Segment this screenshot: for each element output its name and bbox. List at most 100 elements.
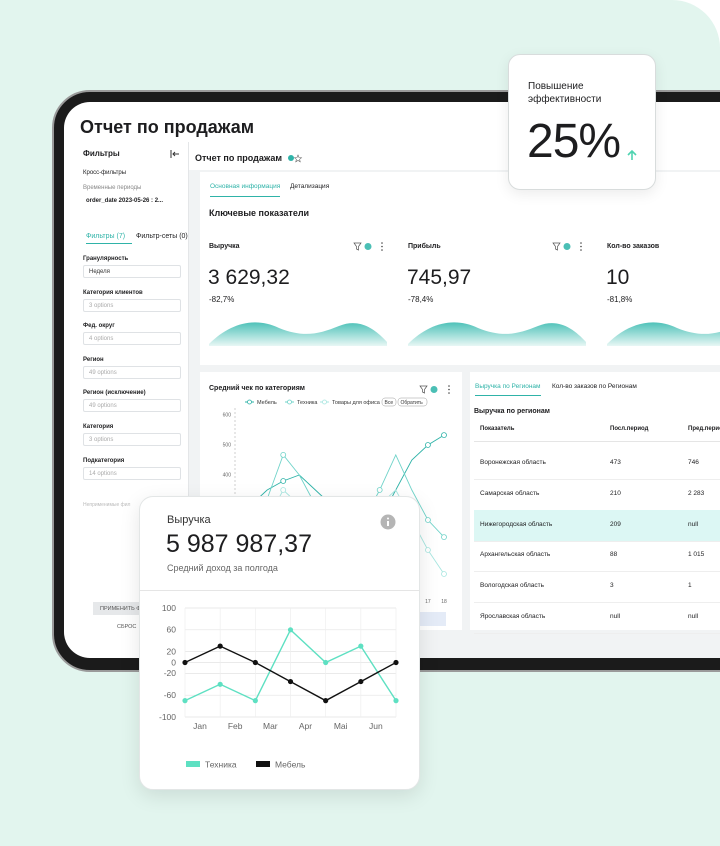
- verified-icon: [288, 155, 294, 161]
- legend-button: [397, 397, 428, 407]
- filter-select[interactable]: 4 options: [83, 332, 181, 345]
- table-cell: 1: [688, 582, 692, 590]
- kpi-label: Кол-во заказов: [607, 243, 660, 250]
- table-header: Показатель: [480, 426, 515, 432]
- legend-label: Техника: [297, 400, 318, 406]
- filter-select[interactable]: Неделя: [83, 265, 181, 278]
- table-cell: Вологодская область: [480, 582, 545, 590]
- kpi-icons: [353, 242, 383, 251]
- x-tick-label: Jun: [369, 721, 383, 731]
- revenue-title: Выручка: [167, 514, 211, 526]
- sparkline-area: [408, 322, 586, 346]
- apply-button[interactable]: ПРИМЕНИТЬ Ф: [93, 602, 153, 615]
- table-cell: 88: [610, 551, 618, 559]
- series-point: [425, 517, 431, 523]
- table-header-line: [474, 441, 720, 442]
- table-cell: Архангельская область: [480, 551, 551, 559]
- series-point: [252, 659, 258, 666]
- star-icon: [293, 154, 303, 163]
- series-point: [376, 487, 383, 493]
- date-filter[interactable]: order_date 2023-05-26 : 2...: [86, 198, 164, 204]
- sidebar-tab[interactable]: Фильтры (7): [86, 233, 132, 244]
- filter-icon: [552, 242, 561, 251]
- sparkline: [607, 322, 720, 346]
- table-cell: Самарская область: [480, 489, 540, 497]
- filter-select[interactable]: 14 options: [83, 467, 181, 480]
- kpi-change: -78,4%: [408, 295, 434, 304]
- table-row-line: [474, 540, 720, 542]
- revenue-legend: Техника Мебель: [186, 760, 306, 770]
- revenue-value: 5 987 987,37: [166, 530, 312, 558]
- filter-icon: [419, 385, 428, 394]
- table-cell: null: [688, 613, 699, 620]
- menu-dot: [381, 242, 383, 244]
- series-point: [287, 678, 294, 685]
- sidebar-tab[interactable]: Фильтр-сеты (0): [136, 233, 188, 240]
- info-icon: [430, 386, 438, 393]
- badge-value: 25%: [527, 115, 621, 168]
- reset-button[interactable]: СБРОС: [117, 624, 137, 630]
- card-divider: [140, 590, 419, 591]
- y-tick-label: -100: [159, 712, 176, 722]
- revenue-subtitle: Средний доход за полгода: [167, 563, 278, 573]
- y-tick-label: 20: [167, 646, 177, 656]
- menu-dot: [448, 385, 450, 387]
- filter-select[interactable]: 49 options: [83, 399, 181, 412]
- badge-card: [508, 54, 656, 190]
- table-header: Пред.период: [688, 426, 720, 432]
- info-dot: [387, 517, 389, 520]
- series-point: [217, 681, 223, 687]
- dashboard-tab[interactable]: Основная информация: [210, 183, 281, 197]
- table-cell: 2 283: [688, 489, 705, 497]
- series-point: [182, 659, 188, 666]
- section-title: Ключевые показатели: [209, 208, 310, 218]
- table-cell: 1 015: [688, 551, 705, 559]
- sidebar-divider: [188, 142, 189, 642]
- legend-marker: [247, 399, 252, 405]
- table-cell: 210: [610, 489, 621, 497]
- table-panel: [470, 372, 720, 630]
- x-tick-label: Mar: [263, 721, 278, 731]
- y-tick-label: 0: [171, 657, 176, 667]
- sparkline-area: [209, 322, 387, 346]
- kpi-value: 3 629,32: [208, 266, 290, 289]
- series-point: [441, 432, 447, 439]
- table-tab[interactable]: Кол-во заказов по Регионам: [552, 383, 637, 390]
- filter-select[interactable]: 3 options: [83, 299, 181, 312]
- x-tick-label: 17: [425, 599, 431, 605]
- chart-icons: [419, 385, 450, 394]
- inapplicable-filters: Неприменимые фил: [83, 502, 131, 508]
- table-row-highlight: [474, 509, 720, 541]
- series-point: [280, 478, 287, 484]
- time-periods: Временные периоды: [83, 185, 142, 191]
- table-cell: null: [610, 613, 621, 620]
- kpi-value: 745,97: [407, 266, 472, 289]
- y-tick-label: 100: [162, 603, 176, 613]
- legend-label: Техника: [205, 760, 237, 770]
- filter-label: Гранулярность: [83, 256, 129, 262]
- series-point: [182, 698, 188, 704]
- x-tick-label: Apr: [299, 721, 312, 731]
- filter-icon: [353, 242, 362, 251]
- series-point: [358, 643, 364, 649]
- filter-select[interactable]: 49 options: [83, 366, 181, 379]
- series-point: [252, 698, 258, 704]
- table-cell: null: [688, 520, 699, 528]
- info-icon: [380, 514, 396, 530]
- x-tick-label: Jan: [193, 721, 207, 731]
- table-cell: 473: [610, 459, 621, 466]
- legend-label: Товары для офиса: [332, 400, 381, 406]
- table-tab[interactable]: Выручка по Регионам: [475, 383, 541, 396]
- series-point: [287, 627, 294, 633]
- y-tick-label: -60: [164, 690, 177, 700]
- y-tick-label: -20: [164, 668, 177, 678]
- filter-select[interactable]: 3 options: [83, 433, 181, 446]
- table-header: Посл.период: [610, 426, 649, 432]
- table-row-line: [474, 602, 720, 604]
- dashboard-tab[interactable]: Детализация: [290, 183, 330, 190]
- info-icon: [563, 243, 571, 250]
- menu-dot: [381, 245, 383, 248]
- series-point: [425, 547, 431, 553]
- series-point: [280, 487, 287, 493]
